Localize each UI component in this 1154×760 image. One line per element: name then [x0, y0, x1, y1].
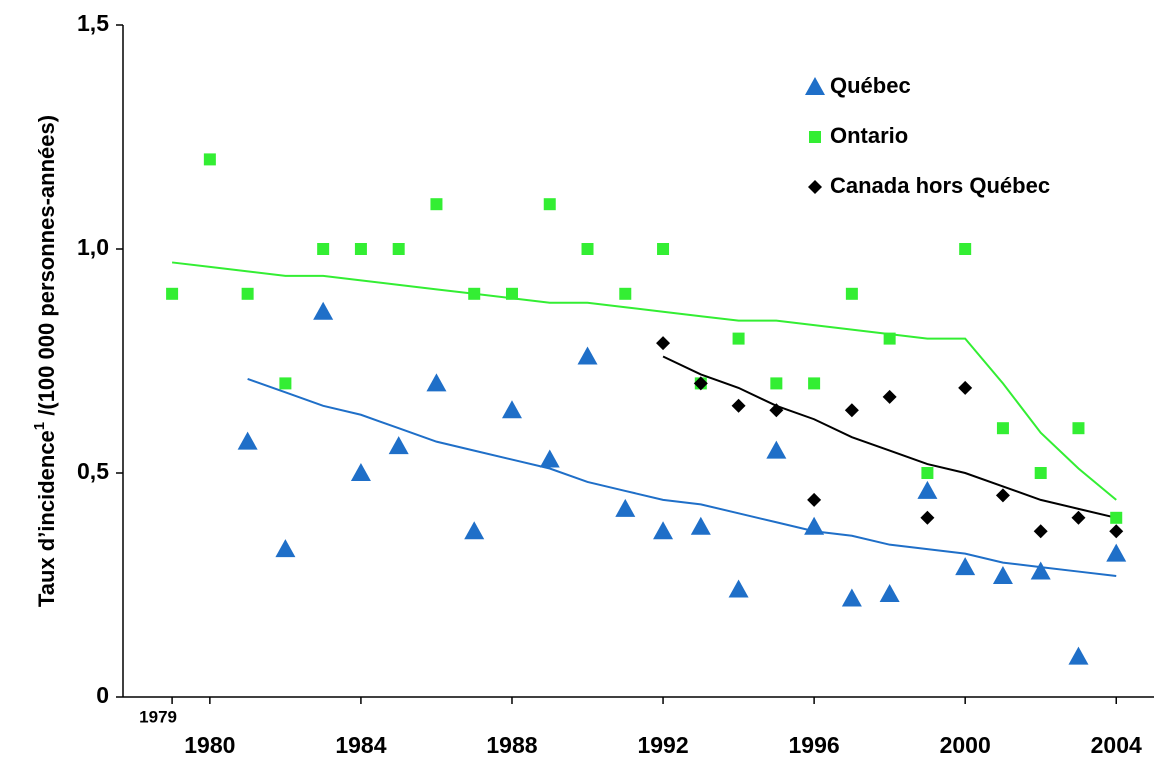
point: [766, 440, 787, 459]
x-tick-label: 1992: [637, 732, 688, 758]
point: [841, 588, 862, 607]
point: [350, 463, 371, 481]
x-tick-label: 1988: [486, 732, 537, 758]
point: [1072, 422, 1085, 435]
point: [615, 498, 636, 517]
y-tick-label: 1,5: [77, 10, 109, 36]
point: [464, 521, 485, 540]
point: [731, 398, 746, 413]
point: [505, 287, 518, 300]
point: [1030, 561, 1051, 580]
point: [920, 510, 935, 525]
point: [1068, 646, 1089, 665]
point: [845, 287, 858, 300]
trend-line: [662, 355, 1117, 519]
legend-label: Québec: [830, 73, 911, 98]
legend-swatch: [805, 77, 825, 95]
point: [959, 243, 972, 255]
point: [657, 243, 670, 255]
point: [1034, 467, 1047, 479]
legend-swatch: [809, 131, 821, 143]
point: [807, 492, 822, 507]
point: [917, 480, 938, 499]
point: [543, 198, 556, 211]
point: [996, 422, 1009, 435]
point: [1033, 524, 1048, 539]
trend-line: [171, 261, 1117, 501]
point: [317, 243, 330, 255]
point: [279, 377, 292, 390]
point: [770, 377, 783, 390]
y-label-sup: 1: [31, 422, 48, 430]
point: [728, 579, 749, 598]
point: [653, 521, 674, 540]
y-tick-label: 0,5: [77, 458, 109, 484]
point: [275, 539, 296, 558]
point: [354, 243, 367, 255]
point: [958, 380, 973, 395]
legend-swatch: [808, 180, 822, 194]
point: [995, 488, 1010, 503]
point: [656, 336, 671, 351]
x-tick-label: 2000: [940, 732, 991, 758]
x-tick-label: 1980: [184, 732, 235, 758]
point: [1110, 511, 1123, 524]
legend-label: Canada hors Québec: [830, 173, 1050, 198]
point: [392, 243, 405, 255]
point: [581, 243, 594, 255]
point: [693, 376, 708, 391]
point: [237, 431, 258, 450]
x-tick-label: 2004: [1091, 732, 1142, 758]
point: [539, 449, 560, 468]
point: [769, 403, 784, 418]
point: [426, 373, 447, 392]
point: [468, 287, 481, 300]
x-tick-label: 1996: [789, 732, 840, 758]
legend-label: Ontario: [830, 123, 908, 148]
point: [241, 287, 254, 300]
point: [690, 516, 711, 535]
point: [313, 301, 334, 320]
x-tick-label: 1984: [335, 732, 386, 758]
point: [166, 287, 179, 300]
y-label-main: Taux d’incidence: [34, 430, 59, 607]
point: [203, 153, 216, 166]
y-label-rest: /(100 000 personnes-années): [34, 115, 59, 422]
point: [619, 287, 632, 300]
point: [992, 566, 1013, 585]
y-tick-label: 0: [96, 682, 109, 708]
point: [501, 400, 522, 419]
point: [1109, 524, 1124, 539]
point: [1106, 543, 1127, 562]
point: [388, 436, 409, 455]
point: [879, 583, 900, 602]
point: [955, 557, 976, 576]
y-tick-label: 1,0: [77, 234, 109, 260]
point: [808, 377, 821, 390]
point: [430, 198, 443, 211]
point: [732, 332, 745, 345]
point: [882, 389, 897, 404]
point: [844, 403, 859, 418]
y-axis-label: Taux d’incidence1 /(100 000 personnes-an…: [31, 115, 59, 607]
trend-line: [247, 377, 1117, 578]
point: [883, 332, 896, 345]
point: [577, 346, 598, 365]
x-tick-label-minor: 1979: [139, 707, 177, 726]
point: [921, 467, 934, 479]
point: [1071, 510, 1086, 525]
point: [804, 516, 825, 535]
